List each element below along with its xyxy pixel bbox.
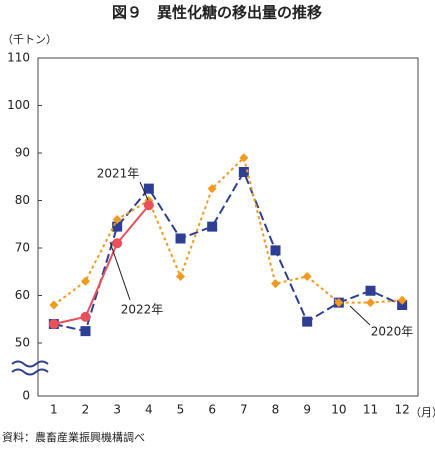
series-line: [53, 155, 403, 306]
point: [365, 285, 376, 296]
leader-line: [349, 305, 371, 326]
point: [80, 326, 91, 337]
point: [207, 221, 218, 232]
point: [80, 311, 91, 322]
point: [112, 215, 122, 224]
point: [397, 300, 408, 310]
y-tick-label: 80: [15, 193, 30, 207]
axis-break: [11, 360, 49, 376]
y-tick-label: 70: [15, 241, 30, 255]
point: [270, 245, 281, 256]
point: [271, 279, 280, 289]
y-tick-label: 110: [7, 51, 30, 65]
point: [112, 221, 123, 232]
x-tick-label: 2: [82, 403, 90, 417]
point: [143, 183, 154, 194]
point: [207, 184, 217, 194]
x-tick-label: 12: [395, 403, 410, 417]
x-tick-label: 3: [113, 403, 121, 417]
series-label: 2021年: [97, 167, 140, 181]
point: [302, 316, 313, 327]
x-tick-label: 1: [50, 403, 58, 417]
y-tick-label: 0: [22, 389, 30, 403]
x-tick-label: 5: [177, 403, 185, 417]
point: [366, 298, 375, 308]
series-label: 2022年: [121, 303, 164, 317]
x-tick-label: 4: [145, 403, 153, 417]
point: [175, 233, 186, 244]
chart-title: 図９ 異性化糖の移出量の推移: [112, 4, 322, 22]
plot-frame: [37, 57, 419, 397]
point: [397, 295, 407, 305]
point: [334, 298, 344, 308]
point: [143, 200, 154, 211]
point: [176, 272, 185, 281]
point: [49, 300, 59, 310]
leader-line: [139, 181, 149, 201]
point: [239, 153, 249, 163]
x-tick-label: 8: [272, 403, 280, 417]
point: [81, 276, 90, 286]
y-tick-label: 60: [15, 288, 30, 302]
x-unit: （月）: [410, 406, 435, 419]
y-tick-label: 50: [15, 336, 30, 350]
series-line: [53, 204, 150, 325]
point: [112, 238, 123, 249]
x-tick-label: 11: [363, 403, 378, 417]
y-unit: （千トン）: [2, 33, 57, 46]
point: [302, 272, 312, 281]
x-tick-label: 6: [208, 403, 216, 417]
x-tick-label: 7: [240, 403, 248, 417]
point: [48, 319, 59, 329]
x-tick-label: 10: [331, 403, 346, 417]
y-tick-label: 100: [7, 98, 30, 112]
series-label: 2020年: [371, 325, 414, 339]
point: [238, 167, 249, 177]
source: 資料：農畜産業振興機構調べ: [2, 430, 145, 444]
leader-line: [109, 241, 131, 301]
y-tick-label: 90: [15, 146, 30, 160]
x-tick-label: 9: [303, 403, 311, 417]
series-line: [53, 169, 403, 333]
